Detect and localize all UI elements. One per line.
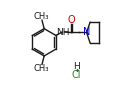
Text: Cl: Cl: [72, 70, 81, 80]
Text: O: O: [67, 15, 75, 25]
Text: NH: NH: [56, 28, 70, 37]
Text: H: H: [73, 62, 80, 71]
Text: N: N: [83, 27, 90, 37]
Text: CH₃: CH₃: [34, 12, 49, 21]
Text: CH₃: CH₃: [34, 64, 49, 73]
